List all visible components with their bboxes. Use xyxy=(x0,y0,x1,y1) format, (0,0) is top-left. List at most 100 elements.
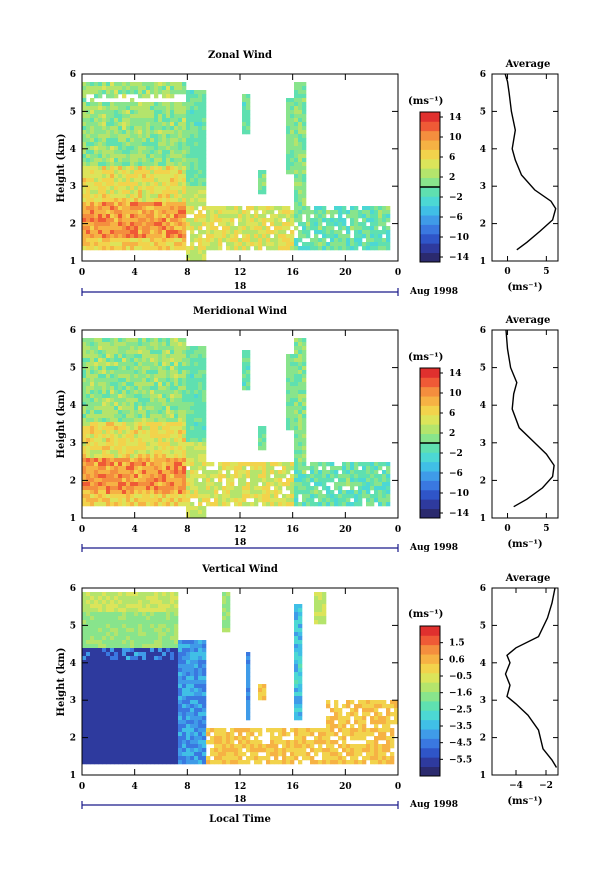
heatmap-cell xyxy=(94,198,99,203)
heatmap-cell xyxy=(362,214,367,219)
heatmap-cell xyxy=(138,126,143,131)
heatmap-cell xyxy=(358,482,363,487)
heatmap-cell xyxy=(134,194,139,199)
x-ticks: 0 4 8 12 16 20 0 xyxy=(79,330,401,535)
heatmap-cell xyxy=(174,494,179,499)
heatmap-cell xyxy=(162,406,167,411)
heatmap-cell xyxy=(166,242,171,247)
heatmap-cell xyxy=(130,620,135,625)
heatmap-cell xyxy=(198,210,203,215)
heatmap-cell xyxy=(142,628,147,633)
heatmap-cell xyxy=(94,620,99,625)
heatmap-cell xyxy=(350,478,355,483)
heatmap-cell xyxy=(254,478,259,483)
heatmap-cell xyxy=(158,628,163,633)
heatmap-cell xyxy=(102,366,107,371)
heatmap-cell xyxy=(110,680,115,685)
heatmap-cell xyxy=(110,394,115,399)
heatmap-cell xyxy=(142,502,147,507)
heatmap-cell xyxy=(138,198,143,203)
heatmap-cell xyxy=(262,466,267,471)
heatmap-cell xyxy=(186,142,191,147)
heatmap-cell xyxy=(294,402,299,407)
heatmap-cell xyxy=(198,90,203,95)
heatmap-cell xyxy=(294,146,299,151)
heatmap-cell xyxy=(134,438,139,443)
heatmap-cell xyxy=(158,494,163,499)
heatmap-cell xyxy=(150,118,155,123)
heatmap-cell xyxy=(198,114,203,119)
heatmap-cell xyxy=(134,214,139,219)
heatmap-cell xyxy=(202,258,207,261)
heatmap-cell xyxy=(110,118,115,123)
heatmap-cell xyxy=(82,752,87,757)
heatmap-cell xyxy=(182,138,187,143)
heatmap-cell xyxy=(202,358,207,363)
heatmap-cell xyxy=(102,644,107,649)
heatmap-cell xyxy=(122,720,127,725)
heatmap-cell xyxy=(242,470,247,475)
heatmap-cell xyxy=(82,142,87,147)
heatmap-cell xyxy=(182,450,187,455)
heatmap-cell xyxy=(354,482,359,487)
heatmap-cell xyxy=(118,676,123,681)
heatmap-cell xyxy=(202,106,207,111)
heatmap-cell xyxy=(246,106,251,111)
heatmap-cell xyxy=(298,218,303,223)
heatmap-cell xyxy=(174,418,179,423)
heatmap-cell xyxy=(102,238,107,243)
heatmap-cell xyxy=(150,636,155,641)
heatmap-cell xyxy=(106,688,111,693)
heatmap-cell xyxy=(118,162,123,167)
heatmap-cell xyxy=(162,342,167,347)
heatmap-cell xyxy=(166,170,171,175)
heatmap-cell xyxy=(90,648,95,653)
heatmap-cell xyxy=(82,700,87,705)
heatmap-cell xyxy=(130,362,135,367)
heatmap-cell xyxy=(162,684,167,689)
heatmap-cell xyxy=(118,756,123,761)
heatmap-cell xyxy=(286,98,291,103)
heatmap-cell xyxy=(174,146,179,151)
heatmap-cell xyxy=(198,446,203,451)
y-tick-label: 4 xyxy=(70,145,76,155)
heatmap-cell xyxy=(286,486,291,491)
heatmap-cell xyxy=(138,410,143,415)
heatmap-cell xyxy=(126,704,131,709)
heatmap-cell xyxy=(254,462,259,467)
heatmap-cell xyxy=(126,354,131,359)
heatmap-cell xyxy=(214,238,219,243)
heatmap-cell xyxy=(294,110,299,115)
heatmap-cell xyxy=(290,222,295,227)
heatmap-cell xyxy=(106,402,111,407)
heatmap-cell xyxy=(138,154,143,159)
heatmap-cell xyxy=(126,82,131,87)
heatmap-cell xyxy=(90,732,95,737)
heatmap-cell xyxy=(114,178,119,183)
heatmap-cell xyxy=(102,382,107,387)
heatmap-cell xyxy=(94,470,99,475)
heatmap-cell xyxy=(162,632,167,637)
heatmap-cell xyxy=(326,222,331,227)
heatmap-cell xyxy=(274,214,279,219)
heatmap-cell xyxy=(114,664,119,669)
heatmap-cell xyxy=(186,402,191,407)
heatmap-cell xyxy=(198,374,203,379)
heatmap-cell xyxy=(106,102,111,107)
y-tick-label: 3 xyxy=(70,439,76,449)
heatmap-cell xyxy=(310,242,315,247)
heatmap-cell xyxy=(286,126,291,131)
heatmap-cell xyxy=(182,478,187,483)
heatmap-cell xyxy=(150,466,155,471)
heatmap-cell xyxy=(130,486,135,491)
heatmap-cell xyxy=(106,596,111,601)
heatmap-cell xyxy=(202,430,207,435)
heatmap-cell xyxy=(162,720,167,725)
heatmap-cell xyxy=(370,474,375,479)
heatmap-cell xyxy=(198,222,203,227)
heatmap-cell xyxy=(186,498,191,503)
heatmap-cell xyxy=(106,656,111,661)
heatmap-cell xyxy=(118,490,123,495)
heatmap-cell xyxy=(114,596,119,601)
heatmap-cell xyxy=(106,422,111,427)
